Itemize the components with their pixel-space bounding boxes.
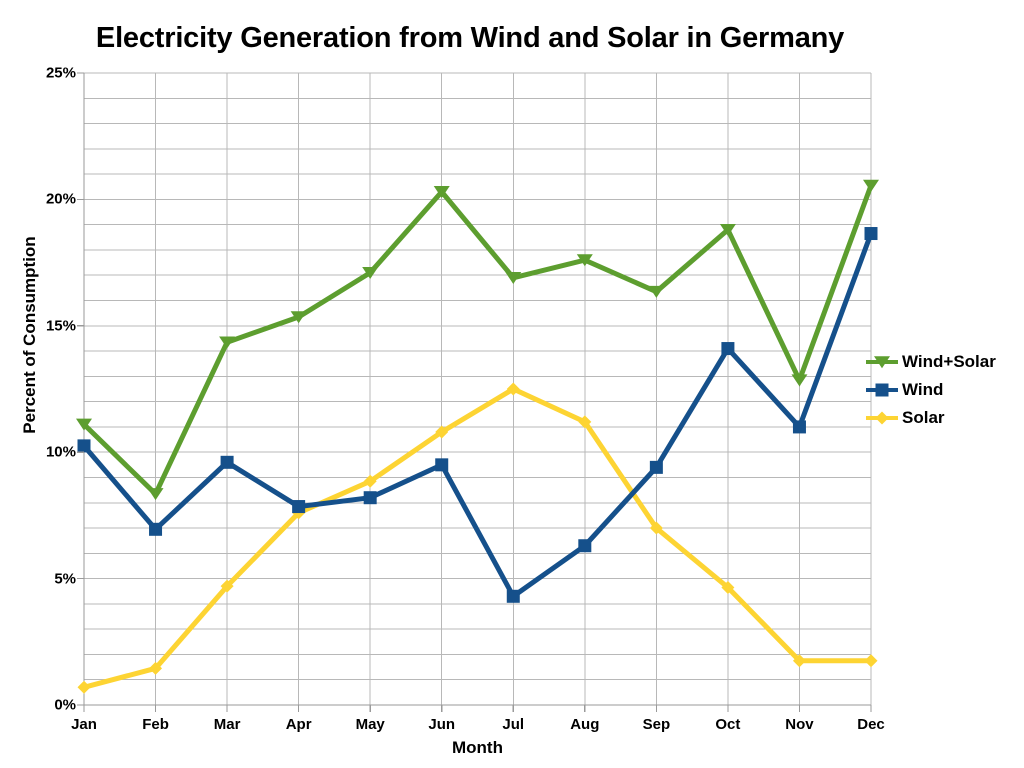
x-tick-label: Mar: [213, 716, 241, 733]
data-point-marker: [290, 311, 307, 324]
x-tick-label: Jul: [502, 716, 525, 733]
axis-lines: [83, 73, 871, 706]
data-point-marker: [576, 254, 593, 267]
data-point-marker: [875, 383, 889, 397]
data-point-marker: [362, 266, 379, 279]
data-point-marker: [864, 654, 878, 668]
series-wind-solar: [76, 179, 879, 501]
data-point-marker: [875, 411, 889, 425]
data-point-marker: [506, 382, 520, 396]
gridlines: [83, 72, 872, 706]
y-tick-label: 5%: [54, 570, 76, 588]
data-point-marker: [791, 374, 808, 387]
data-point-marker: [721, 342, 735, 356]
legend-marker-icon: [866, 380, 898, 400]
data-point-marker: [435, 425, 449, 439]
data-point-marker: [363, 474, 377, 488]
data-point-marker: [863, 179, 879, 192]
x-tick-label: May: [355, 716, 385, 733]
data-point-marker: [433, 186, 450, 199]
x-tick-label: Jan: [71, 716, 97, 733]
plot-area: [76, 72, 879, 712]
legend-item-solar[interactable]: Solar: [866, 404, 1024, 432]
y-tick-label: 20%: [45, 190, 76, 208]
x-axis-title: Month: [452, 738, 503, 757]
chart-title: Electricity Generation from Wind and Sol…: [95, 22, 845, 54]
x-axis-tick-labels: Jan Feb Mar Apr May Jun Jul Aug Sep Oct Nov Dec: [71, 712, 885, 738]
data-point-marker: [578, 539, 592, 553]
data-point-marker: [864, 227, 878, 241]
data-point-marker: [505, 272, 522, 285]
data-point-marker: [874, 356, 890, 369]
x-tick-label: Nov: [785, 716, 814, 733]
data-point-marker: [147, 488, 164, 501]
data-point-marker: [649, 460, 663, 474]
x-tick-label: Aug: [570, 716, 600, 733]
data-point-marker: [76, 418, 92, 431]
series-line: [83, 386, 871, 690]
y-tick-label: 10%: [45, 443, 76, 461]
chart-legend: Wind+Solar Wind Solar: [866, 348, 1024, 432]
legend-item-wind[interactable]: Wind: [866, 376, 1024, 404]
data-point-marker: [435, 458, 449, 472]
y-tick-label: 0%: [54, 696, 76, 714]
data-point-marker: [149, 661, 163, 675]
x-tick-label: Sep: [642, 716, 671, 733]
data-point-marker: [77, 439, 91, 453]
plot-svg: [76, 72, 879, 712]
y-axis-tick-labels: 0% 5% 10% 15% 20% 25%: [8, 65, 76, 714]
x-tick-label: Dec: [857, 716, 885, 733]
series-line: [82, 184, 874, 499]
y-tick-label: 15%: [45, 317, 76, 335]
data-point-marker: [721, 580, 735, 594]
legend-label: Wind+Solar: [902, 352, 996, 371]
y-tick-label: 25%: [45, 64, 76, 82]
data-point-marker: [220, 455, 234, 469]
data-point-marker: [792, 654, 806, 668]
series-wind: [77, 227, 878, 603]
data-point-marker: [649, 521, 663, 535]
legend-item-wind-solar[interactable]: Wind+Solar: [866, 348, 1024, 376]
data-point-marker: [363, 491, 377, 505]
data-point-marker: [506, 589, 520, 603]
series-solar: [77, 382, 878, 694]
legend-label: Solar: [902, 408, 945, 427]
data-point-marker: [792, 420, 806, 434]
data-point-marker: [77, 680, 91, 694]
data-point-marker: [578, 415, 592, 429]
legend-label: Wind: [902, 380, 944, 399]
y-tick-marks: [77, 72, 84, 706]
data-point-marker: [149, 522, 163, 536]
series-line: [82, 232, 874, 600]
x-tick-label: Oct: [715, 716, 741, 733]
x-tick-label: Feb: [142, 716, 169, 733]
x-tick-label: Jun: [428, 716, 456, 733]
x-tick-label: Apr: [285, 716, 312, 733]
data-point-marker: [719, 223, 736, 236]
data-point-marker: [648, 285, 665, 298]
x-tick-marks: [83, 705, 872, 712]
data-point-marker: [220, 579, 234, 593]
legend-marker-icon: [866, 408, 898, 428]
data-point-marker: [292, 500, 306, 514]
data-point-marker: [219, 336, 236, 349]
legend-marker-icon: [866, 352, 898, 372]
